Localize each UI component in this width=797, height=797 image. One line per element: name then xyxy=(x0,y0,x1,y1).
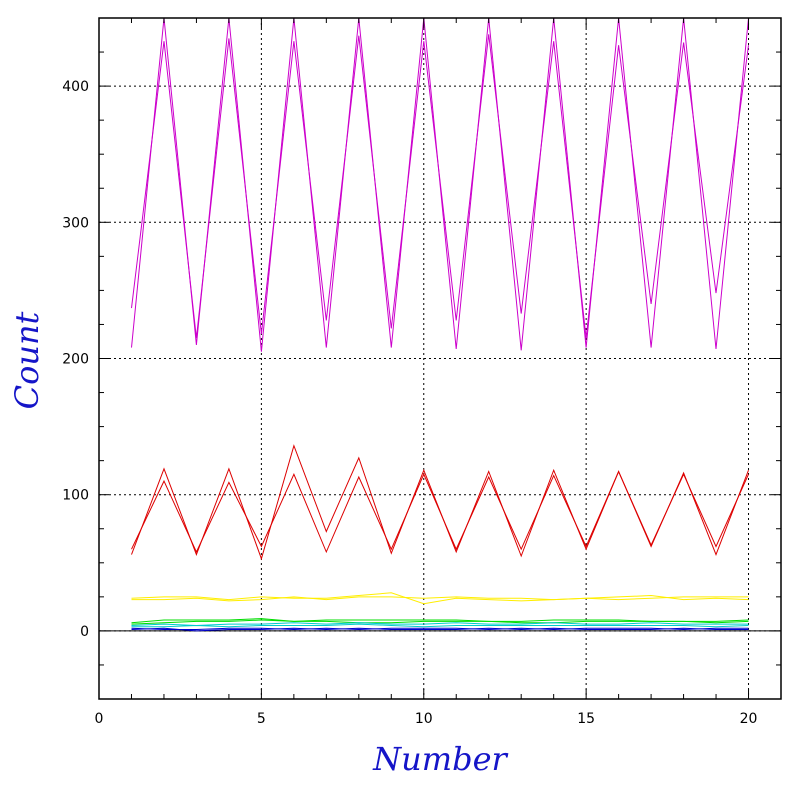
x-tick-label: 5 xyxy=(257,711,266,727)
x-tick-label: 20 xyxy=(740,711,758,727)
x-tick-label: 10 xyxy=(415,711,433,727)
series-line-8 xyxy=(131,619,749,625)
y-tick-label: 400 xyxy=(62,79,89,95)
x-tick-label: 0 xyxy=(95,711,104,727)
x-tick-label: 15 xyxy=(577,711,595,727)
y-tick-label: 200 xyxy=(62,352,89,368)
series-line-2 xyxy=(131,34,749,339)
series-line-11 xyxy=(131,627,749,632)
series-line-5 xyxy=(131,592,749,605)
y-tick-label: 0 xyxy=(80,624,89,640)
y-tick-label: 300 xyxy=(62,215,89,231)
series-line-4 xyxy=(131,470,749,554)
y-axis-title: Count xyxy=(8,311,46,409)
series-lines xyxy=(131,18,749,632)
x-axis-title: Number xyxy=(372,740,508,778)
series-line-10 xyxy=(131,623,749,628)
y-tick-label: 100 xyxy=(62,488,89,504)
series-line-12 xyxy=(131,627,749,631)
series-line-7 xyxy=(131,618,749,624)
series-line-3 xyxy=(131,444,749,561)
series-line-6 xyxy=(131,594,749,602)
axis-ticks xyxy=(98,17,782,700)
series-line-9 xyxy=(131,622,749,627)
